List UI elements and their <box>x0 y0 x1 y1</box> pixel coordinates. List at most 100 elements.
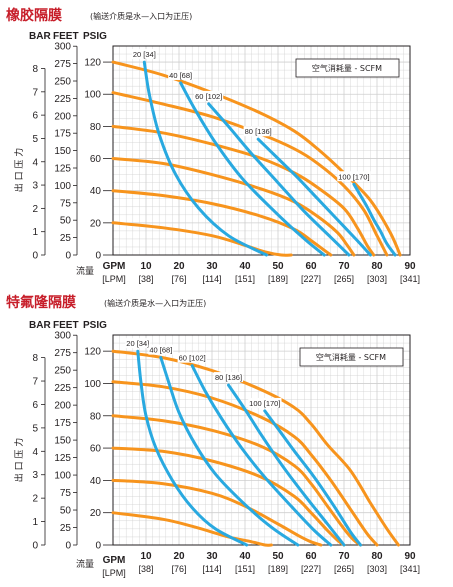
pressure-curve <box>111 189 333 257</box>
air-curve-label: 100 [170] <box>338 172 369 181</box>
air-curve <box>136 349 249 547</box>
lpm-tick-label: [151] <box>235 274 255 284</box>
lpm-tick-label: [303] <box>367 274 387 284</box>
x-axis-label: 流量 <box>76 558 94 570</box>
air-curve-label: 40 [68] <box>149 346 172 355</box>
chart-ptfe: 特氟隆隔膜 (输送介质是水—入口为正压) BAR FEET PSIG 出 口 压… <box>6 294 420 578</box>
lpm-tick-label: [227] <box>301 274 321 284</box>
pressure-curve <box>111 124 376 257</box>
air-curve <box>159 356 300 547</box>
feet-tick-label: 125 <box>54 164 71 175</box>
lpm-tick-label: [38] <box>138 274 153 284</box>
bar-header: BAR <box>29 31 51 42</box>
lpm-tick-label: [114] <box>202 564 221 574</box>
feet-tick-label: 75 <box>60 198 72 209</box>
bar-tick-label: 1 <box>32 227 38 238</box>
gpm-tick-label: 10 <box>140 551 152 562</box>
air-curve <box>352 182 397 257</box>
feet-tick-label: 275 <box>54 348 71 359</box>
lpm-tick-label: [114] <box>202 274 221 284</box>
air-curve <box>190 364 333 547</box>
air-curve-label-bg <box>131 49 157 60</box>
feet-tick-label: 175 <box>54 129 71 140</box>
lpm-tick-label: [38] <box>138 564 153 574</box>
air-consumption-curves: 20 [34]40 [68]60 [102]80 [136]100 [170] <box>125 338 362 547</box>
air-curve <box>263 409 362 547</box>
gpm-tick-label: 80 <box>371 261 383 272</box>
lpm-tick-label: [76] <box>171 274 186 284</box>
bar-tick-label: 3 <box>32 181 38 192</box>
air-curve <box>227 383 346 547</box>
gpm-tick-label: 40 <box>239 551 251 562</box>
gpm-tick-label: 20 <box>173 551 185 562</box>
gpm-tick-label: 40 <box>239 261 251 272</box>
chart-title: 特氟隆隔膜 <box>6 294 76 311</box>
feet-tick-label: 50 <box>60 506 72 517</box>
feet-tick-label: 275 <box>54 59 71 70</box>
feet-tick-label: 250 <box>54 77 71 88</box>
psig-tick-label: 20 <box>90 218 102 229</box>
x-axis-label: 流量 <box>76 265 94 277</box>
lpm-tick-label: [341] <box>400 564 420 574</box>
axis-ticks: 0204060801001200255075100125150175200225… <box>32 42 420 284</box>
psig-tick-label: 40 <box>90 186 102 197</box>
pressure-curves <box>111 349 400 547</box>
x-unit-lpm: [LPM] <box>102 568 126 578</box>
axis-ticks: 0204060801001200255075100125150175200225… <box>32 331 420 574</box>
psig-header: PSIG <box>83 31 107 42</box>
bar-tick-label: 4 <box>32 447 38 458</box>
gpm-tick-label: 30 <box>206 551 218 562</box>
air-curve-label-bg <box>168 69 194 80</box>
lpm-tick-label: [151] <box>235 564 255 574</box>
gpm-tick-label: 60 <box>305 551 317 562</box>
air-curve-label-bg <box>213 372 243 383</box>
lpm-tick-label: [265] <box>334 564 354 574</box>
pressure-curve <box>111 446 346 547</box>
psig-header: PSIG <box>83 320 107 331</box>
gpm-tick-label: 80 <box>371 551 383 562</box>
air-curve-label: 60 [102] <box>195 92 222 101</box>
air-curve-label-bg <box>248 397 282 408</box>
feet-tick-label: 225 <box>54 94 71 105</box>
gpm-tick-label: 70 <box>338 261 350 272</box>
feet-tick-label: 200 <box>54 111 71 122</box>
air-curve-label-bg <box>177 352 207 363</box>
bar-tick-label: 8 <box>32 64 38 75</box>
gpm-tick-label: 50 <box>272 261 284 272</box>
psig-tick-label: 80 <box>90 411 102 422</box>
gpm-tick-label: 90 <box>404 261 416 272</box>
feet-tick-label: 150 <box>54 146 71 157</box>
air-curve-label-bg <box>194 90 224 101</box>
x-unit-lpm: [LPM] <box>102 274 126 284</box>
feet-header: FEET <box>53 31 79 42</box>
psig-tick-label: 80 <box>90 122 102 133</box>
air-curve-label-bg <box>337 171 371 182</box>
y-axis-label: 出 口 压 力 <box>13 148 25 193</box>
chart-title: 橡胶隔膜 <box>6 7 62 24</box>
bar-tick-label: 6 <box>32 111 38 122</box>
chart-rubber: 橡胶隔膜 (输送介质是水—入口为正压) BAR FEET PSIG 出 口 压 … <box>6 7 420 284</box>
air-curve-label: 60 [102] <box>179 354 206 363</box>
y-axis-label: 出 口 压 力 <box>13 438 25 483</box>
air-curve-label-bg <box>148 344 174 355</box>
psig-tick-label: 20 <box>90 508 102 519</box>
pressure-curve <box>111 91 389 257</box>
air-curve-label: 80 [136] <box>215 373 242 382</box>
pressure-curve <box>111 478 323 547</box>
legend-label: 空气消耗量 - SCFM <box>316 352 386 362</box>
feet-tick-label: 100 <box>54 471 71 482</box>
legend-box: 空气消耗量 - SCFM <box>299 347 404 367</box>
gpm-tick-label: 10 <box>140 261 152 272</box>
legend-box: 空气消耗量 - SCFM <box>295 58 400 78</box>
gpm-tick-label: 90 <box>404 551 416 562</box>
air-curve <box>256 137 372 257</box>
air-consumption-curves: 20 [34]40 [68]60 [102]80 [136]100 [170] <box>131 49 397 257</box>
gpm-tick-label: 20 <box>173 261 185 272</box>
feet-tick-label: 75 <box>60 488 72 499</box>
bar-tick-label: 3 <box>32 470 38 481</box>
gpm-tick-label: 50 <box>272 551 284 562</box>
bar-tick-label: 8 <box>32 353 38 364</box>
pressure-curve <box>111 380 379 547</box>
air-curve <box>142 60 268 257</box>
